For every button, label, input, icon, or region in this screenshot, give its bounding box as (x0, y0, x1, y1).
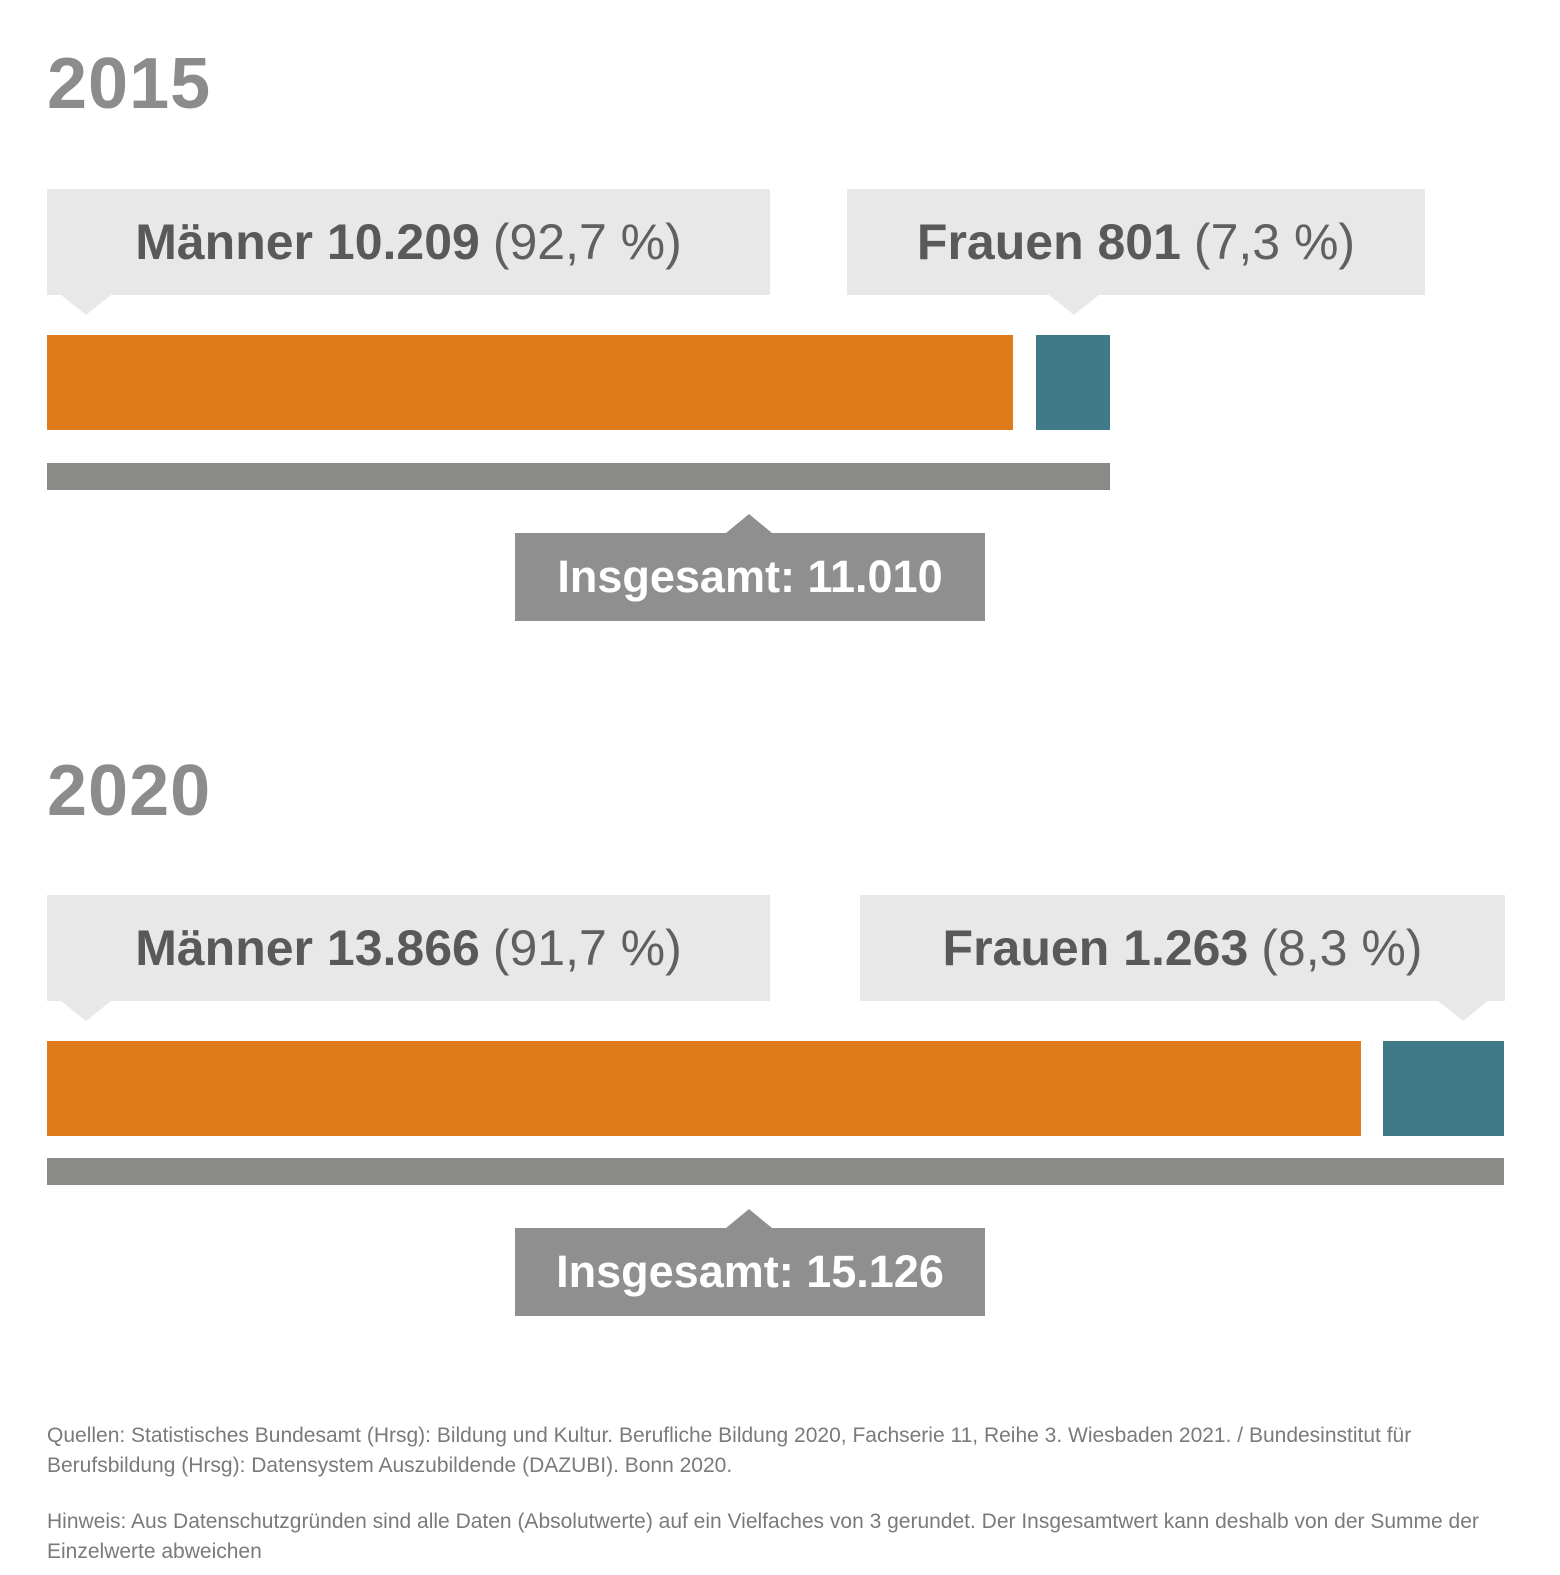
men-2020-percent: (91,7 %) (492, 920, 682, 976)
total-2020-box-pointer (726, 1209, 772, 1228)
note-text: Hinweis: Aus Datenschutzgründen sind all… (47, 1510, 1479, 1563)
women-2020-percent: (8,3 %) (1261, 920, 1423, 976)
women-2020-callout-pointer (1438, 1001, 1488, 1021)
women-2015-label: Frauen 801 (916, 214, 1181, 270)
total-2015-label: Insgesamt: 11.010 (557, 551, 943, 602)
women-2015-callout-pointer (1049, 295, 1099, 315)
sources-text: Quellen: Statistisches Bundesamt (Hrsg):… (47, 1424, 1412, 1477)
men-2015-label: Männer 10.209 (135, 214, 480, 270)
total-2015-box-pointer (726, 514, 772, 533)
total-2015-bar (47, 463, 1110, 490)
men-2015-callout: Männer 10.209 (92,7 %) (47, 189, 770, 315)
women-2020-callout: Frauen 1.263 (8,3 %) (860, 895, 1505, 1021)
men-2020-label: Männer 13.866 (135, 920, 480, 976)
total-2020-bar (47, 1158, 1504, 1185)
total-2015-box: Insgesamt: 11.010 (515, 514, 985, 621)
men-2020-callout: Männer 13.866 (91,7 %) (47, 895, 770, 1021)
women-2015-bar (1036, 335, 1110, 430)
men-2015-percent: (92,7 %) (492, 214, 682, 270)
women-2020-label: Frauen 1.263 (942, 920, 1249, 976)
year-2020-heading: 2020 (47, 751, 212, 831)
women-2015-callout: Frauen 801 (7,3 %) (847, 189, 1425, 315)
total-2020-box: Insgesamt: 15.126 (515, 1209, 985, 1316)
men-2015-bar (47, 335, 1013, 430)
year-2015-heading: 2015 (47, 44, 212, 124)
women-2020-bar (1383, 1041, 1504, 1136)
men-2020-bar (47, 1041, 1361, 1136)
men-2020-callout-pointer (61, 1001, 111, 1021)
women-2015-percent: (7,3 %) (1193, 214, 1356, 270)
men-2015-callout-pointer (61, 295, 111, 315)
total-2020-label: Insgesamt: 15.126 (556, 1246, 944, 1297)
